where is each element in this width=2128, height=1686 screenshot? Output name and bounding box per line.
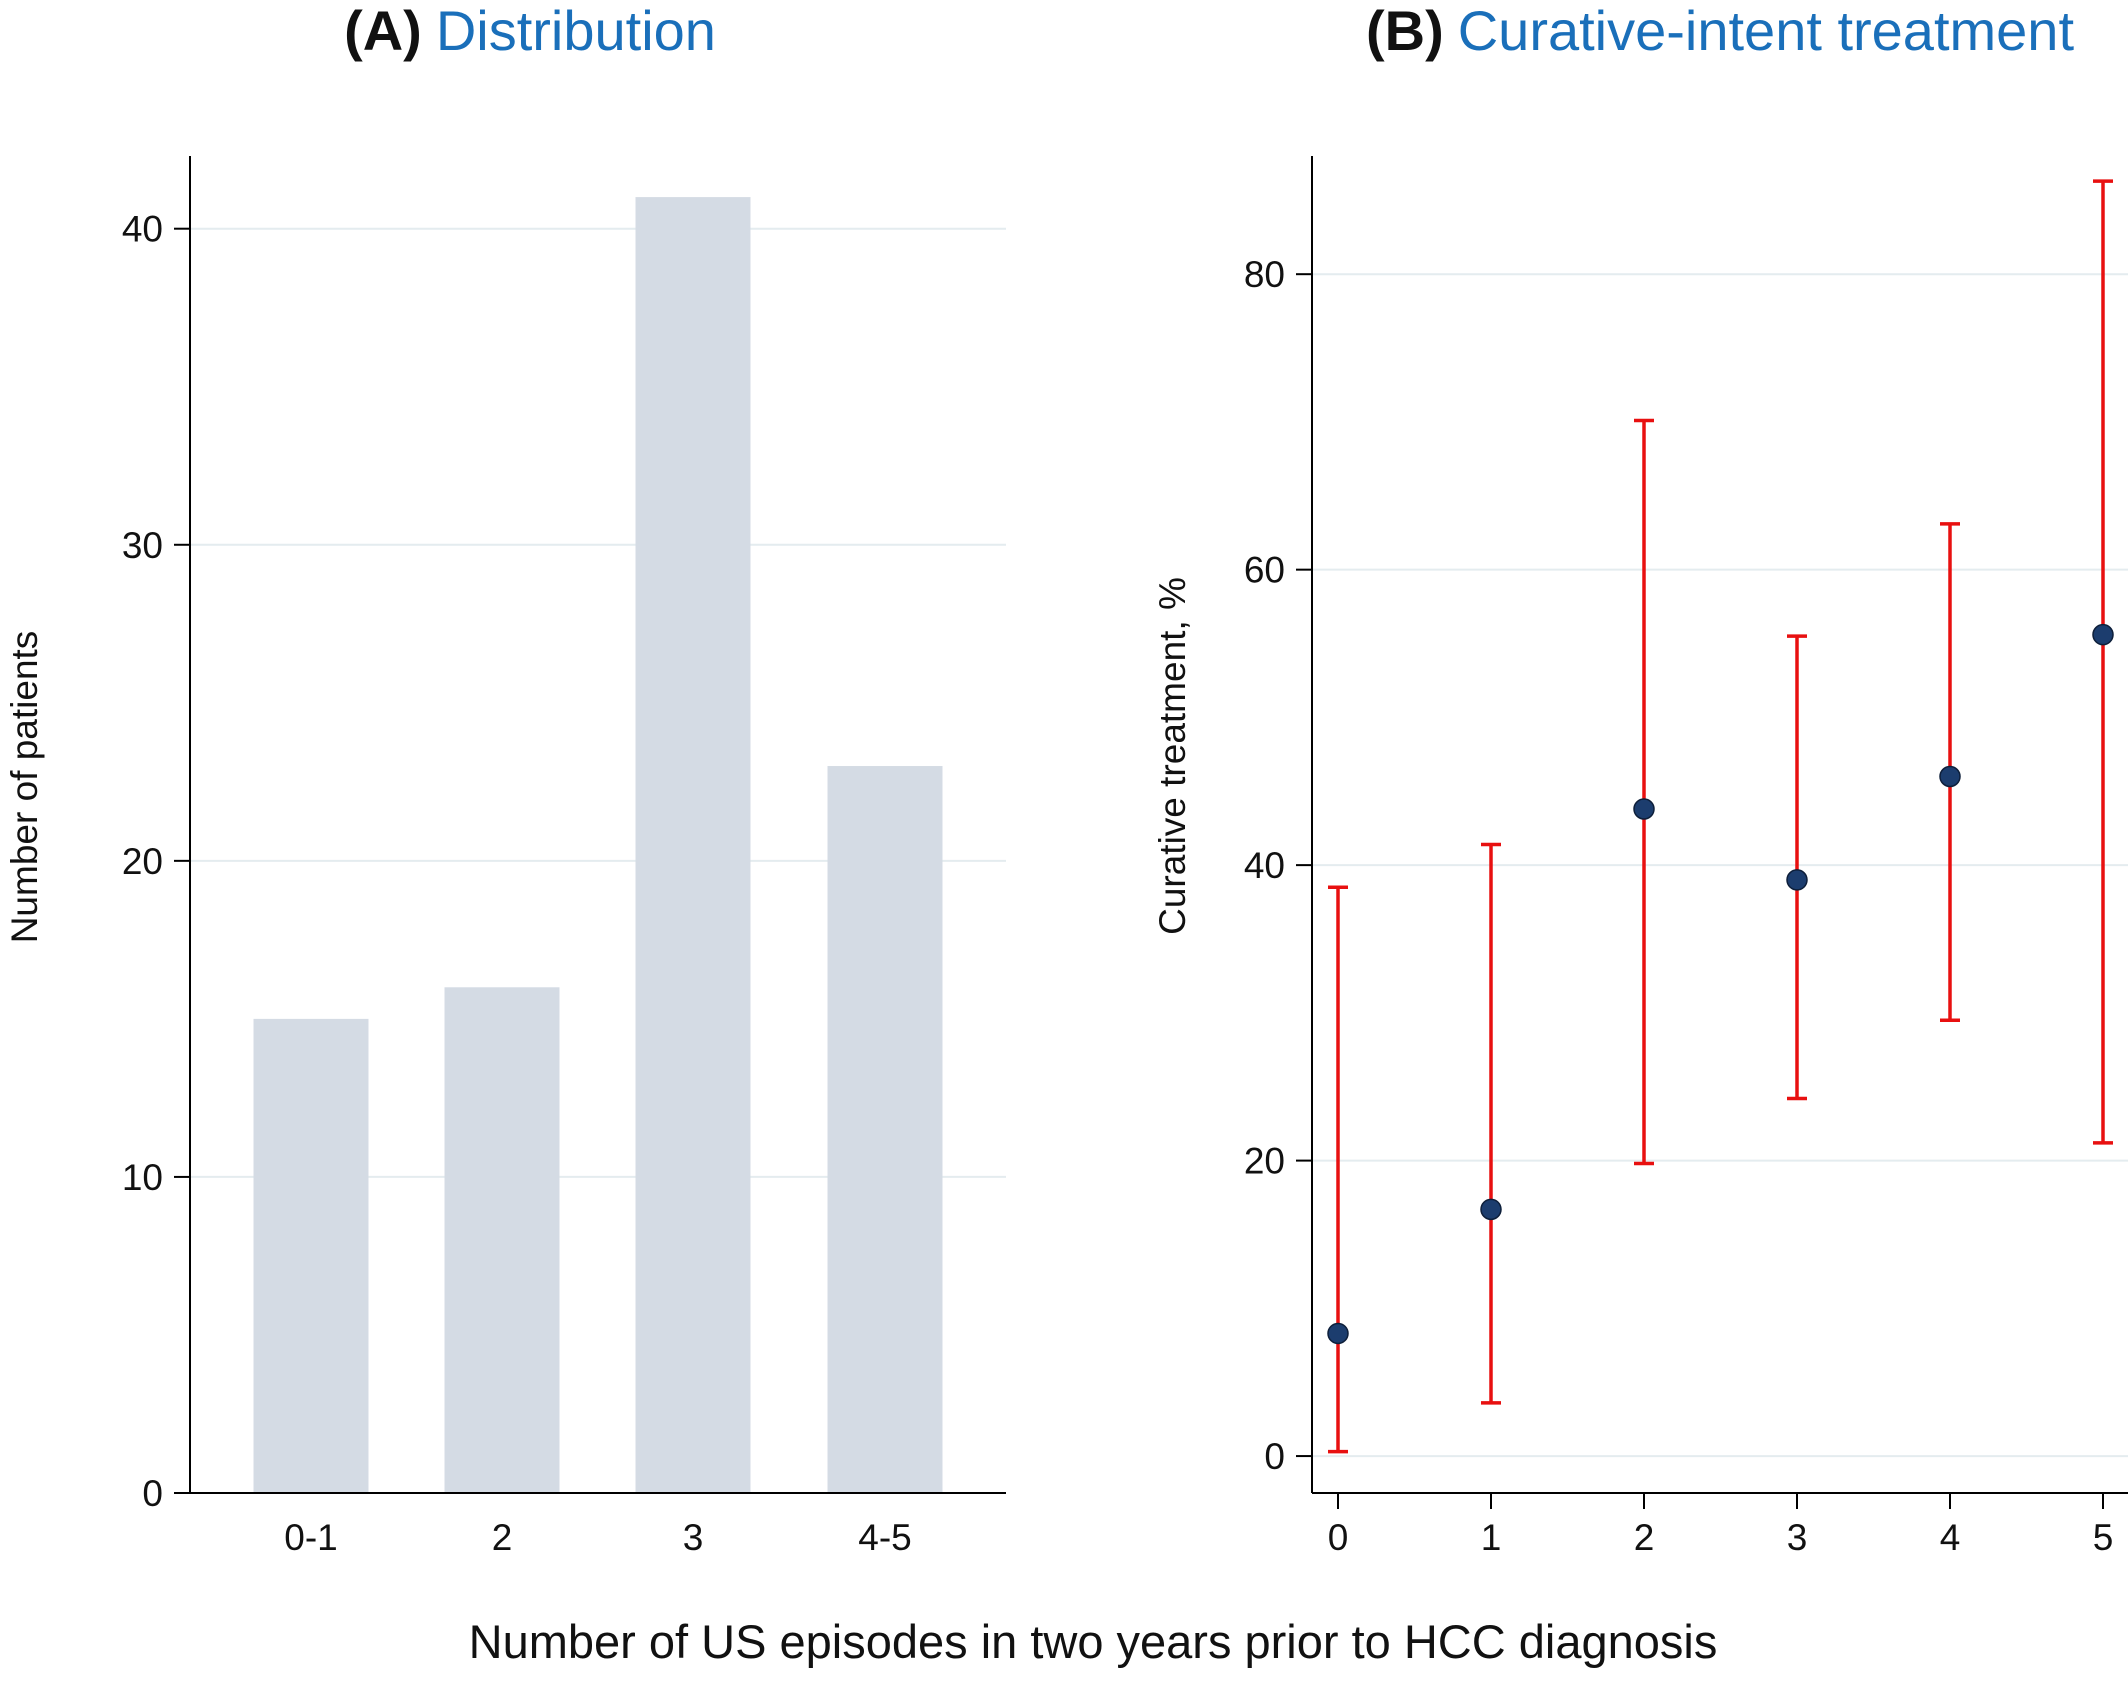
panel-b-gridlines: [1312, 273, 2128, 1458]
panel-b-y-tick-label: 60: [1244, 550, 1285, 591]
panel-b-points: [1327, 623, 2114, 1345]
panel-b-y-axis-label: Curative treatment, %: [1152, 577, 1193, 935]
panel-b-error-bars: [1328, 179, 2113, 1454]
panel-a-x-tick-label: 4-5: [858, 1517, 911, 1558]
point-3: [1786, 869, 1808, 891]
panel-a-bars: [253, 197, 943, 1493]
panel-b-y-tick-label: 0: [1264, 1436, 1285, 1477]
panel-b-y-tick-label: 40: [1244, 845, 1285, 886]
panel-b-x-ticks: 0 1 2 3 4 5: [1328, 1493, 2114, 1558]
bar-2: [444, 987, 560, 1493]
point-2: [1633, 798, 1655, 820]
panel-b-x-tick-label: 2: [1634, 1517, 1655, 1558]
panel-a-x-tick-label: 0-1: [284, 1517, 337, 1558]
panel-b-x-tick-label: 4: [1940, 1517, 1961, 1558]
panel-a-name: Distribution: [436, 0, 716, 62]
panel-a-title: (A) Distribution: [344, 0, 716, 62]
panel-b-y-tick-label: 20: [1244, 1141, 1285, 1182]
panel-b-x-tick-label: 5: [2093, 1517, 2114, 1558]
panel-a-y-tick-label: 20: [122, 841, 163, 882]
bar-3: [635, 197, 751, 1493]
panel-a-distribution: (A) Distribution 0 10 20 30 40 0-1 2 3 4-5 Numbe…: [4, 0, 1006, 1558]
panel-a-x-ticks: 0-1 2 3 4-5: [284, 1517, 911, 1558]
panel-b-x-tick-label: 1: [1481, 1517, 1502, 1558]
panel-b-x-tick-label: 0: [1328, 1517, 1349, 1558]
panel-a-y-ticks: 0 10 20 30 40: [122, 209, 190, 1514]
point-5: [2092, 623, 2114, 646]
panel-b-y-ticks: 0 20 40 60 80: [1244, 254, 1312, 1477]
bar-0-1: [253, 1018, 369, 1493]
point-1: [1480, 1198, 1502, 1221]
panel-a-y-tick-label: 10: [122, 1157, 163, 1198]
panel-a-x-tick-label: 2: [492, 1517, 513, 1558]
panel-b-y-tick-label: 80: [1244, 254, 1285, 295]
panel-a-y-axis-label: Number of patients: [4, 631, 45, 944]
panel-a-y-tick-label: 0: [142, 1473, 163, 1514]
panel-a-x-tick-label: 3: [683, 1517, 704, 1558]
bar-4-5: [827, 766, 943, 1493]
panel-b-letter: (B): [1366, 0, 1444, 62]
panel-a-y-tick-label: 40: [122, 209, 163, 250]
panel-a-letter: (A): [344, 0, 422, 62]
panel-a-y-tick-label: 30: [122, 525, 163, 566]
panel-b-title: (B) Curative-intent treatment: [1366, 0, 2074, 62]
panel-b-axes: [1311, 156, 2128, 1494]
panel-b-x-tick-label: 3: [1787, 1517, 1808, 1558]
point-4: [1939, 765, 1961, 788]
panel-a-axes: [189, 156, 1006, 1494]
panel-b-name: Curative-intent treatment: [1458, 0, 2075, 62]
point-0: [1327, 1322, 1349, 1345]
shared-x-axis-label: Number of US episodes in two years prior…: [469, 1615, 1718, 1668]
